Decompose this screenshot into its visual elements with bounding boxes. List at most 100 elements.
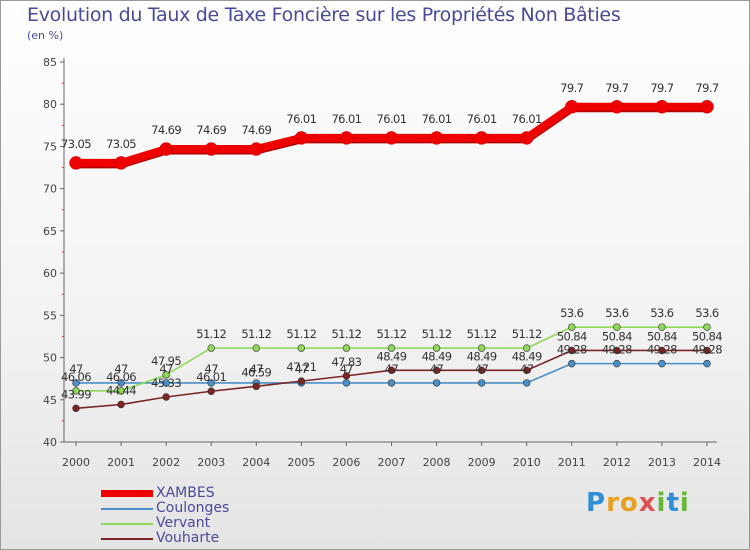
data-point-vouharte xyxy=(252,382,260,391)
data-label-vervant: 51.12 xyxy=(286,327,316,341)
x-tick-label: 2002 xyxy=(152,456,180,469)
data-label-vervant: 46.06 xyxy=(106,370,136,384)
data-label-vervant: 51.12 xyxy=(422,327,452,341)
y-tick-label: 70 xyxy=(43,183,57,196)
logo-letter: o xyxy=(619,488,639,518)
x-tick-label: 2003 xyxy=(197,456,225,469)
data-point-coulonges xyxy=(207,379,215,387)
data-point-coulonges xyxy=(387,379,396,387)
data-point-vervant xyxy=(252,344,260,352)
data-label-coulonges: 49.28 xyxy=(557,343,587,357)
legend-label-vervant: Vervant xyxy=(156,515,211,531)
axes: 40 45 50 55 60 65 70 75 80 85 2000 2001 2002 2003 2004… xyxy=(43,56,721,469)
data-label-vouharte: 48.49 xyxy=(512,349,542,363)
data-point-xambes xyxy=(159,142,173,156)
logo-letter: t xyxy=(666,488,680,518)
x-tick-label: 2013 xyxy=(648,456,676,469)
chart-subtitle: (en %) xyxy=(27,29,64,42)
data-label-xambes: 79.7 xyxy=(650,81,673,95)
data-label-xambes: 76.01 xyxy=(467,112,497,126)
data-label-coulonges: 47 xyxy=(159,362,173,376)
data-label-xambes: 76.01 xyxy=(331,112,361,126)
data-point-xambes xyxy=(249,142,264,156)
y-tick-label: 45 xyxy=(43,394,57,407)
data-label-coulonges: 47 xyxy=(69,362,83,376)
data-label-vouharte: 48.49 xyxy=(377,349,407,363)
y-tick-label: 55 xyxy=(43,309,57,322)
y-tick-label: 80 xyxy=(43,98,57,111)
data-label-xambes: 79.7 xyxy=(605,81,628,95)
data-label-vouharte: 46.01 xyxy=(196,370,226,384)
data-point-coulonges xyxy=(658,359,666,368)
data-point-vouharte xyxy=(613,346,621,355)
x-tick-label: 2009 xyxy=(468,456,496,469)
data-label-vouharte: 43.99 xyxy=(61,387,91,401)
data-label-coulonges: 47 xyxy=(250,362,264,376)
legend-label-coulonges: Coulonges xyxy=(156,500,230,516)
data-label-vouharte: 50.84 xyxy=(647,329,677,343)
data-point-vouharte xyxy=(432,366,441,375)
data-point-xambes xyxy=(339,131,354,145)
data-point-coulonges xyxy=(432,379,441,387)
data-point-coulonges xyxy=(523,379,531,387)
data-point-coulonges xyxy=(613,359,621,368)
data-point-vervant xyxy=(523,344,531,352)
legend-label-xambes: XAMBES xyxy=(156,485,215,501)
legend-swatch-xambes xyxy=(101,490,153,497)
data-point-coulonges xyxy=(162,379,170,387)
x-tick-label: 2000 xyxy=(62,456,90,469)
x-tick-label: 2001 xyxy=(107,456,135,469)
series-xambes xyxy=(69,100,714,170)
data-label-vouharte: 48.49 xyxy=(467,349,497,363)
x-tick-label: 2007 xyxy=(378,456,406,469)
data-point-coulonges xyxy=(342,379,351,387)
y-tick-label: 75 xyxy=(43,140,57,153)
data-label-vervant: 47.95 xyxy=(151,354,181,368)
data-label-coulonges: 47 xyxy=(340,362,354,376)
data-label-vouharte: 47.21 xyxy=(286,360,316,374)
data-label-vouharte: 46.59 xyxy=(241,365,271,379)
data-point-vervant xyxy=(568,323,576,331)
data-point-vouharte xyxy=(342,372,351,380)
data-point-vervant xyxy=(162,371,170,379)
data-point-vervant xyxy=(72,387,80,395)
x-tick-label: 2008 xyxy=(423,456,451,469)
data-point-xambes xyxy=(429,131,444,145)
data-point-coulonges xyxy=(117,379,125,387)
x-tick-label: 2014 xyxy=(693,456,721,469)
data-label-coulonges: 47 xyxy=(430,362,444,376)
x-tick-label: 2006 xyxy=(332,456,360,469)
data-point-vervant xyxy=(658,323,666,331)
data-point-xambes xyxy=(610,100,624,114)
data-point-xambes xyxy=(384,131,399,145)
legend-swatch-vouharte xyxy=(101,538,153,540)
data-label-xambes: 73.05 xyxy=(61,137,91,151)
data-point-vervant xyxy=(703,323,711,331)
data-label-coulonges: 47 xyxy=(520,362,534,376)
data-point-coulonges xyxy=(703,359,711,368)
legend-label-vouharte: Vouharte xyxy=(156,530,220,546)
y-tick-label: 60 xyxy=(43,267,57,280)
data-point-xambes xyxy=(294,131,309,145)
data-label-vervant: 51.12 xyxy=(467,327,497,341)
data-point-vouharte xyxy=(207,387,215,395)
data-label-coulonges: 47 xyxy=(385,362,399,376)
data-label-coulonges: 49.28 xyxy=(647,343,677,357)
data-point-vervant xyxy=(432,344,441,352)
data-label-xambes: 76.01 xyxy=(377,112,407,126)
data-label-vouharte: 50.84 xyxy=(557,329,587,343)
x-tick-label: 2005 xyxy=(287,456,315,469)
data-label-vervant: 51.12 xyxy=(331,327,361,341)
data-label-vouharte: 50.84 xyxy=(692,329,722,343)
data-point-vouharte xyxy=(568,346,576,355)
logo-letter: x xyxy=(638,488,657,518)
y-tick-label: 50 xyxy=(43,352,57,365)
y-tick-label: 85 xyxy=(43,56,57,69)
series-layer xyxy=(69,100,714,413)
logo-letter: i xyxy=(679,488,690,518)
data-label-xambes: 79.7 xyxy=(560,81,583,95)
data-point-vervant xyxy=(207,344,215,352)
data-point-vouharte xyxy=(387,366,396,375)
data-point-vervant xyxy=(477,344,486,352)
data-label-xambes: 76.01 xyxy=(286,112,316,126)
